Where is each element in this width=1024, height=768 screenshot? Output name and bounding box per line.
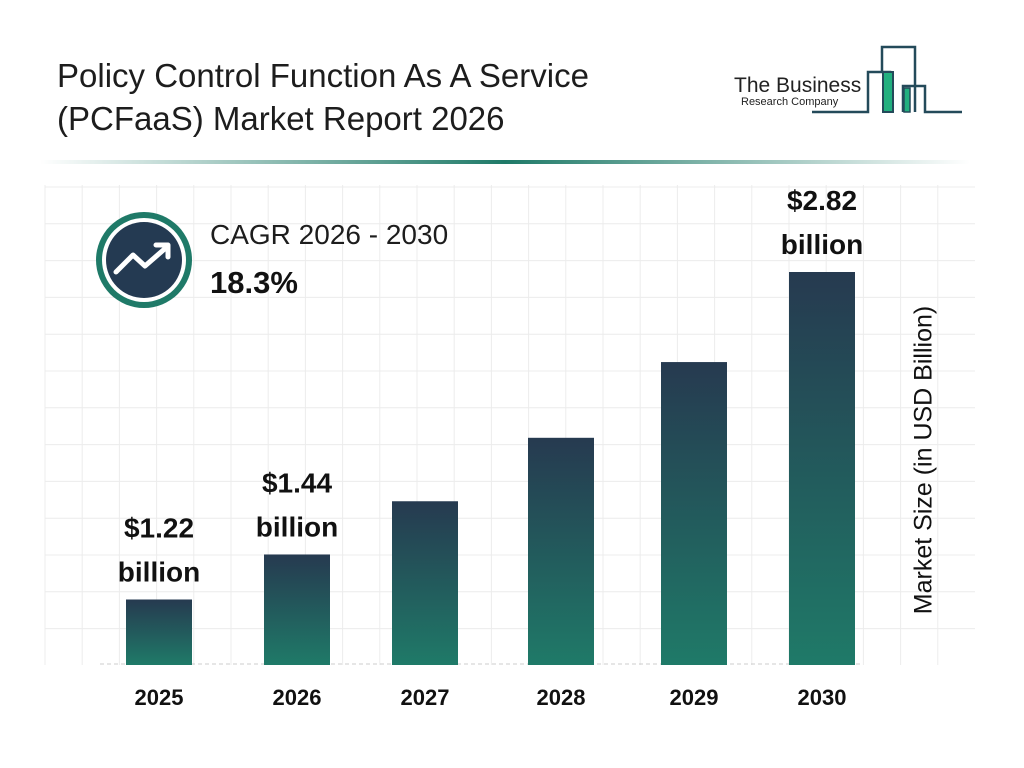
- data-label-unit: billion: [118, 557, 200, 588]
- cagr-value: 18.3%: [210, 265, 298, 300]
- x-tick-label: 2030: [798, 685, 847, 710]
- bar-2030: [789, 272, 855, 665]
- page-title: Policy Control Function As A Service (PCF…: [57, 54, 589, 140]
- data-label-value: $1.44: [262, 467, 332, 498]
- data-label-unit: billion: [781, 229, 863, 260]
- title-line-1: Policy Control Function As A Service: [57, 57, 589, 94]
- x-tick-label: 2026: [273, 685, 322, 710]
- header-divider: [40, 160, 970, 164]
- company-logo: The Business Research Company: [722, 44, 967, 119]
- bar-2027: [392, 501, 458, 665]
- data-label-value: $2.82: [787, 185, 857, 216]
- x-tick-label: 2028: [537, 685, 586, 710]
- bar-2028: [528, 437, 594, 665]
- title-line-2: (PCFaaS) Market Report 2026: [57, 100, 505, 137]
- trend-up-icon: [113, 242, 171, 275]
- logo-text-main: The Business: [734, 74, 862, 97]
- x-tick-label: 2029: [670, 685, 719, 710]
- bar-2029: [661, 362, 727, 665]
- y-axis-label: Market Size (in USD Billion): [909, 305, 938, 615]
- x-tick-label: 2027: [401, 685, 450, 710]
- data-label-value: $1.22: [124, 513, 194, 544]
- data-label-unit: billion: [256, 511, 338, 542]
- x-tick-label: 2025: [135, 685, 184, 710]
- logo-text-sub: Research Company: [741, 96, 839, 108]
- bar-2026: [264, 554, 330, 665]
- logo-buildings-icon: [812, 45, 962, 114]
- cagr-label: CAGR 2026 - 2030: [210, 219, 449, 250]
- bar-2025: [126, 599, 192, 665]
- cagr-icon-bg: [106, 222, 182, 298]
